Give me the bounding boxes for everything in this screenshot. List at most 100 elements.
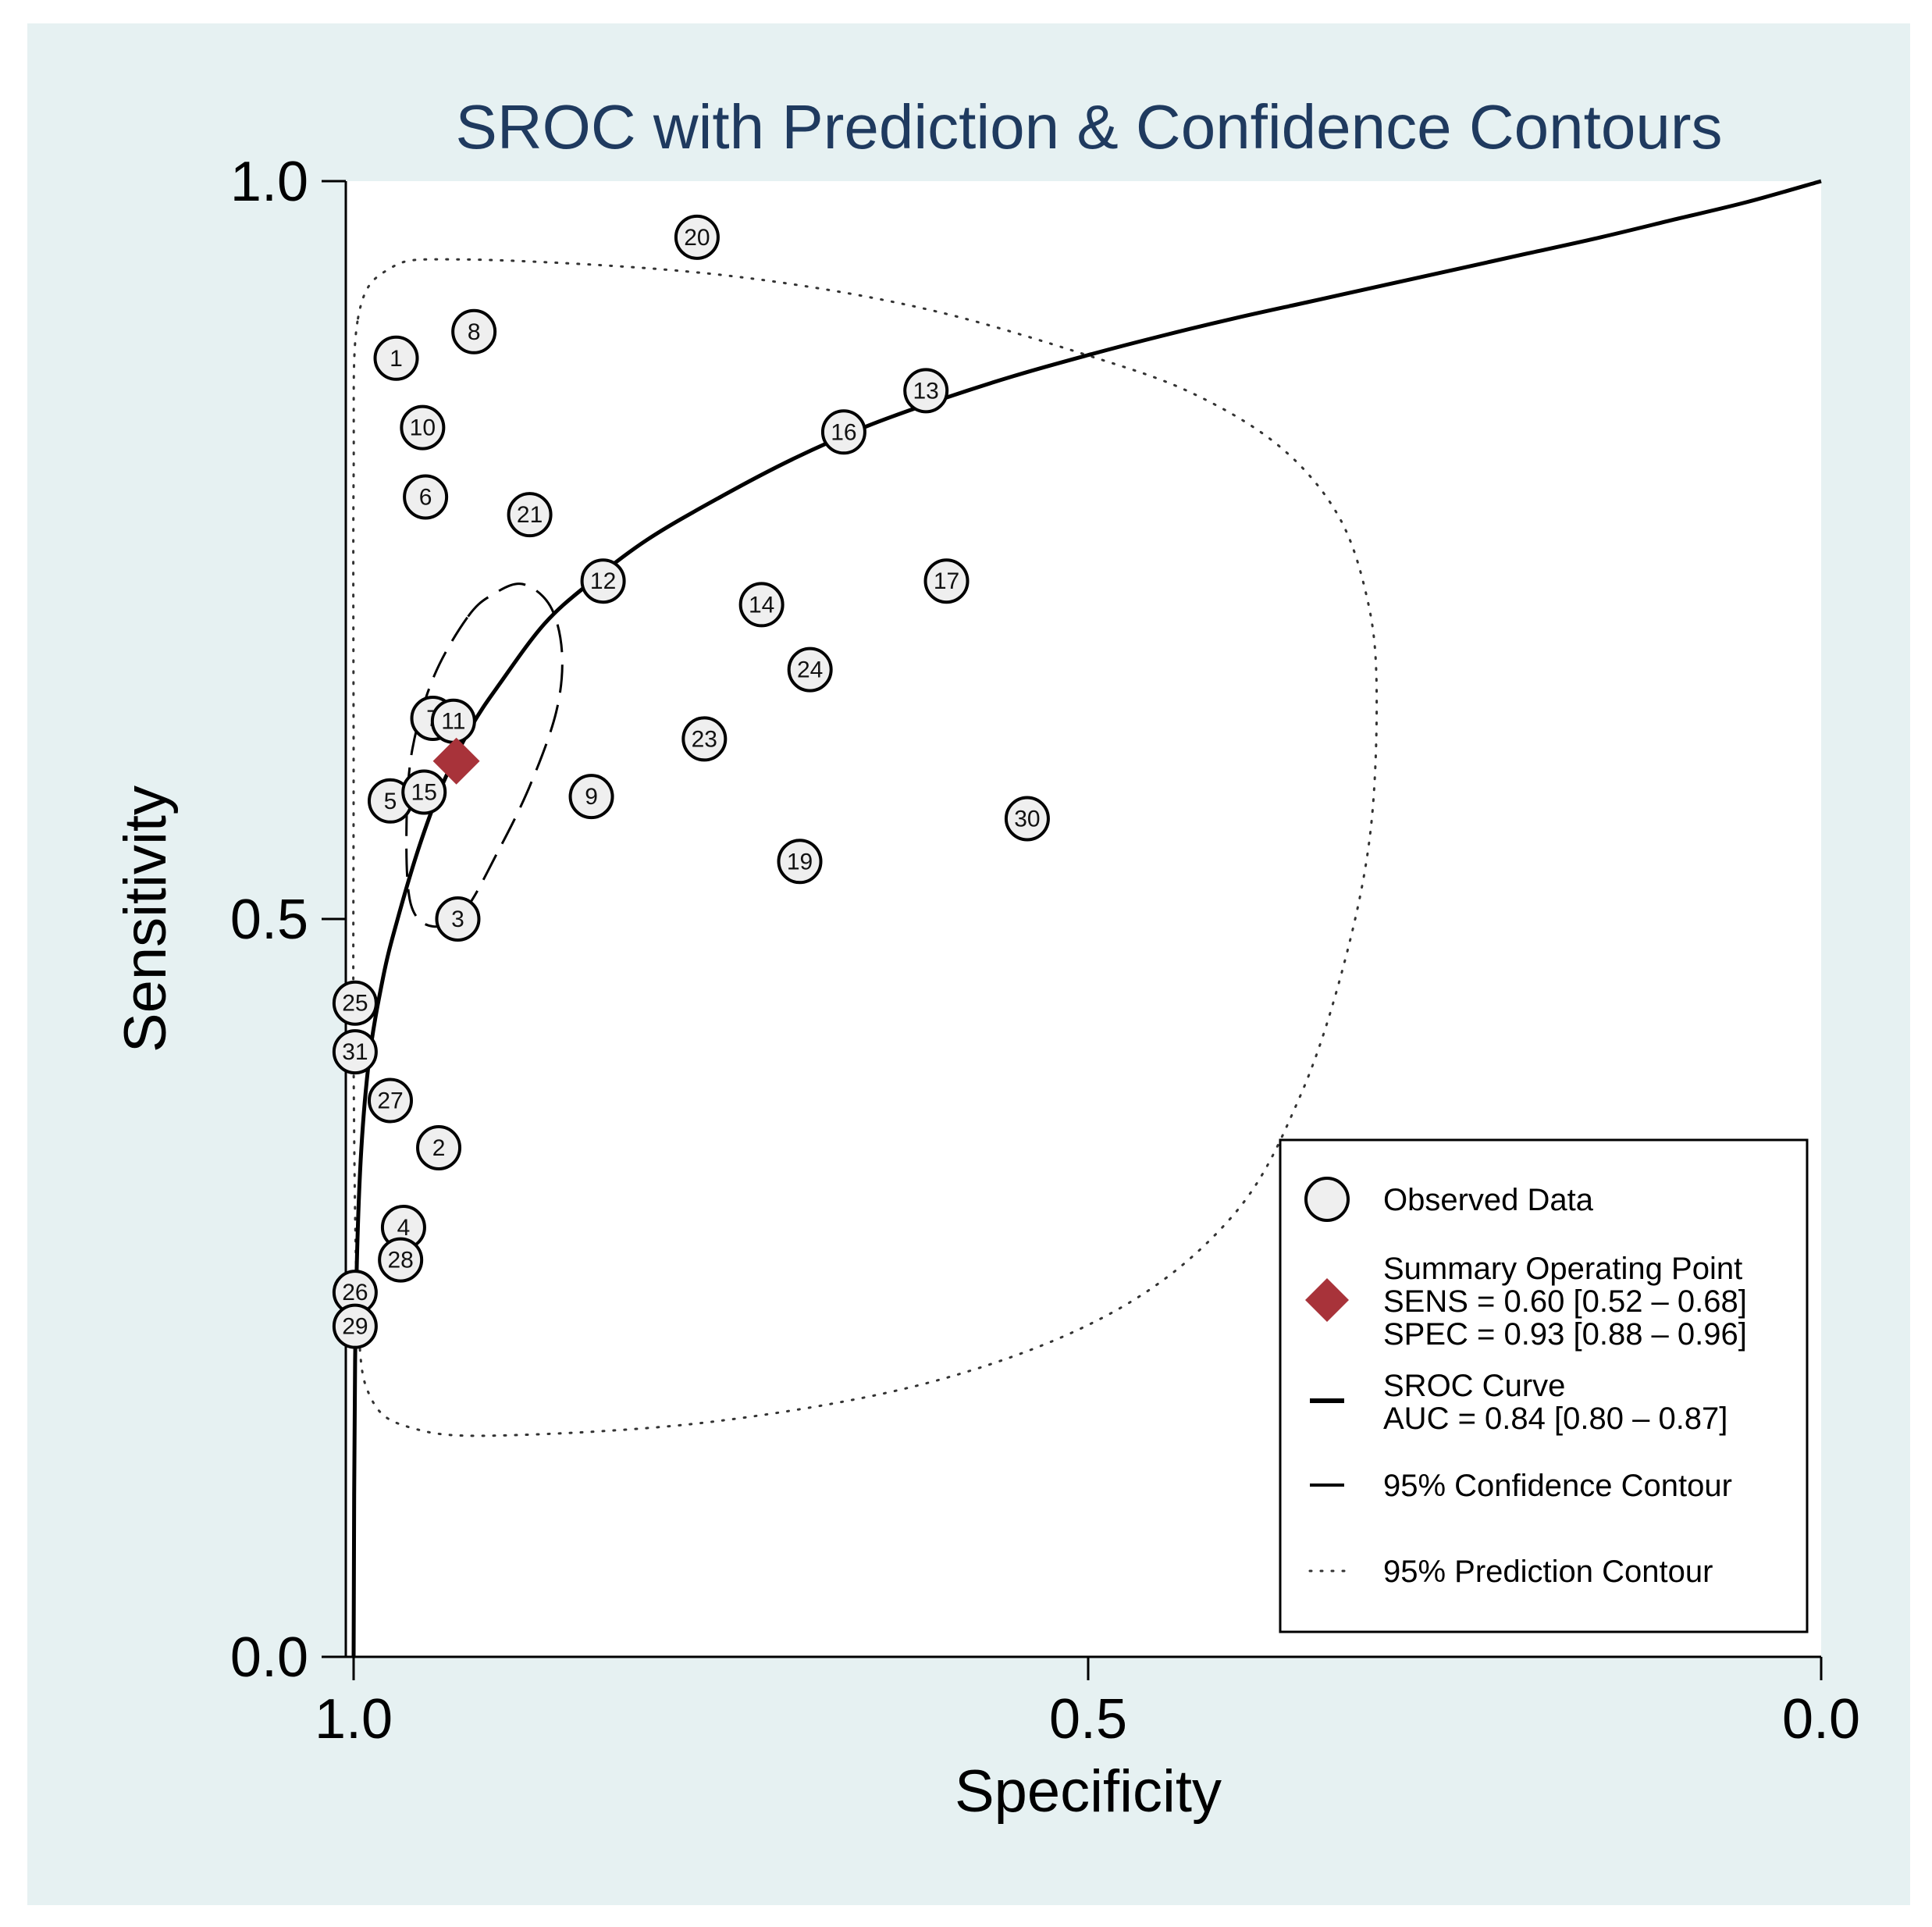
observed-point-label: 8 <box>468 319 481 345</box>
observed-point-label: 14 <box>749 592 774 618</box>
legend: Observed Data Summary Operating Point SE… <box>1279 1138 1809 1633</box>
observed-point-label: 2 <box>432 1135 446 1161</box>
observed-point-marker <box>787 646 833 693</box>
observed-point-marker <box>435 896 481 942</box>
observed-point-marker <box>681 716 728 762</box>
legend-box <box>1279 1138 1809 1633</box>
observed-point-marker <box>378 1237 424 1283</box>
observed-point-marker <box>332 1303 378 1349</box>
legend-spec-text: SPEC = 0.93 [0.88 – 0.96] <box>1383 1317 1747 1352</box>
observed-point: 2 <box>416 1124 462 1170</box>
prediction-contour <box>352 258 1379 1437</box>
observed-point-label: 13 <box>913 378 939 404</box>
observed-point-label: 23 <box>692 726 717 752</box>
observed-point: 8 <box>451 308 497 354</box>
observed-point: 21 <box>507 492 553 538</box>
observed-point-label: 15 <box>411 779 437 805</box>
observed-point-marker <box>674 214 720 260</box>
observed-point-marker <box>777 839 823 885</box>
observed-point-marker <box>738 582 785 628</box>
observed-point-marker <box>401 769 447 815</box>
legend-confidence-label: 95% Confidence Contour <box>1383 1469 1732 1503</box>
observed-point-label: 19 <box>787 849 813 874</box>
observed-point-marker <box>332 980 378 1026</box>
observed-point: 24 <box>787 646 833 693</box>
observed-point-label: 4 <box>397 1215 411 1241</box>
legend-auc-text: AUC = 0.84 [0.80 – 0.87] <box>1383 1402 1727 1436</box>
observed-point: 29 <box>332 1303 378 1349</box>
observed-point-label: 12 <box>590 568 616 594</box>
observed-point-marker <box>820 409 866 455</box>
observed-point-label: 24 <box>797 657 823 683</box>
observed-point-label: 10 <box>410 415 436 441</box>
observed-point-label: 9 <box>585 784 598 810</box>
observed-point-marker <box>368 1077 413 1124</box>
legend-observed-symbol <box>1304 1177 1350 1222</box>
summary-operating-point <box>432 737 480 785</box>
observed-point: 6 <box>403 474 449 520</box>
observed-points: 1234567891011121314151617192021232425262… <box>332 214 1050 1349</box>
observed-point: 11 <box>430 698 476 744</box>
observed-point: 14 <box>738 582 785 628</box>
observed-point: 16 <box>820 409 866 455</box>
x-tick-label: 0.0 <box>1782 1688 1860 1751</box>
y-axis-title: Sensitivity <box>112 785 179 1053</box>
legend-summary-symbol <box>1305 1278 1349 1322</box>
confidence-contour <box>405 582 564 928</box>
observed-point: 12 <box>580 558 626 604</box>
observed-point-marker <box>923 558 970 604</box>
observed-point-label: 11 <box>441 709 465 735</box>
chart-title: SROC with Prediction & Confidence Contou… <box>456 92 1723 162</box>
observed-point-marker <box>416 1124 462 1170</box>
observed-point-label: 30 <box>1014 806 1040 832</box>
observed-point-label: 5 <box>384 789 397 814</box>
observed-point: 25 <box>332 980 378 1026</box>
observed-point-label: 31 <box>342 1039 368 1065</box>
observed-point-label: 25 <box>342 991 368 1017</box>
observed-point-marker <box>580 558 626 604</box>
y-tick-label: 1.0 <box>230 151 308 213</box>
observed-point-label: 16 <box>831 419 856 445</box>
y-tick-label: 0.0 <box>230 1626 308 1689</box>
observed-point-marker <box>332 1029 378 1075</box>
observed-point: 19 <box>777 839 823 885</box>
observed-point-label: 1 <box>390 346 403 372</box>
observed-point: 5 <box>368 778 413 824</box>
observed-point-marker <box>568 774 614 820</box>
legend-summary-label: Summary Operating Point <box>1383 1252 1742 1286</box>
observed-point: 15 <box>401 769 447 815</box>
x-tick-label: 1.0 <box>315 1688 393 1751</box>
observed-point-label: 28 <box>387 1248 413 1273</box>
observed-point: 1 <box>373 335 419 381</box>
observed-point-label: 17 <box>934 568 959 594</box>
observed-point: 13 <box>903 368 949 414</box>
observed-point-label: 21 <box>517 502 543 528</box>
observed-point-label: 29 <box>342 1314 368 1340</box>
observed-point-label: 3 <box>451 907 464 932</box>
x-tick-label: 0.5 <box>1049 1688 1127 1751</box>
observed-point: 27 <box>368 1077 413 1124</box>
observed-point-marker <box>400 404 446 451</box>
y-tick-label: 0.5 <box>230 889 308 951</box>
x-axis-title: Specificity <box>955 1758 1222 1825</box>
observed-point-marker <box>1004 796 1050 842</box>
observed-point-marker <box>373 335 419 381</box>
observed-point: 17 <box>923 558 970 604</box>
legend-observed-label: Observed Data <box>1383 1183 1594 1217</box>
observed-point-marker <box>507 492 553 538</box>
observed-point-label: 27 <box>377 1088 403 1113</box>
observed-point: 3 <box>435 896 481 942</box>
observed-point-label: 26 <box>342 1280 368 1305</box>
observed-point: 4 <box>380 1205 426 1251</box>
observed-point-marker <box>903 368 949 414</box>
observed-point: 20 <box>674 214 720 260</box>
observed-point: 28 <box>378 1237 424 1283</box>
legend-sens-text: SENS = 0.60 [0.52 – 0.68] <box>1383 1284 1747 1319</box>
observed-point: 30 <box>1004 796 1050 842</box>
observed-point-marker <box>451 308 497 354</box>
observed-point: 9 <box>568 774 614 820</box>
observed-point: 31 <box>332 1029 378 1075</box>
observed-point-label: 6 <box>419 484 432 510</box>
legend-sroc-label: SROC Curve <box>1383 1369 1565 1403</box>
legend-prediction-label: 95% Prediction Contour <box>1383 1555 1713 1589</box>
